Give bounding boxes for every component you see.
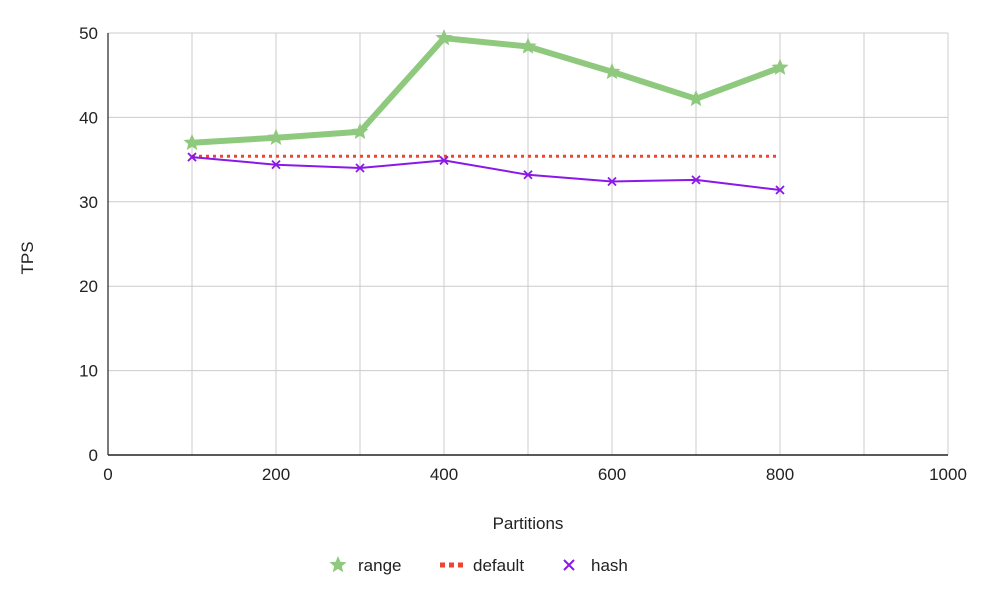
range-point — [771, 58, 789, 75]
legend-label-hash: hash — [591, 556, 628, 575]
legend-label-default: default — [473, 556, 524, 575]
series-line-range — [189, 35, 783, 146]
y-tick-label: 40 — [79, 108, 98, 127]
range-point — [351, 122, 369, 140]
y-tick-label: 30 — [79, 193, 98, 212]
hash-point — [271, 160, 281, 170]
range-point — [603, 62, 621, 80]
range-point — [435, 29, 453, 46]
series-markers — [183, 29, 789, 195]
range-point — [519, 37, 537, 54]
hash-point — [607, 176, 617, 187]
y-tick-label: 10 — [79, 362, 98, 381]
range-point — [687, 89, 705, 107]
gridlines — [108, 32, 949, 455]
x-tick-label: 800 — [766, 465, 794, 484]
hash-point — [691, 175, 701, 185]
x-tick-label: 0 — [103, 465, 112, 484]
hash-point — [523, 170, 533, 180]
series-lines — [189, 35, 783, 191]
y-tick-label: 20 — [79, 277, 98, 296]
legend-star-icon — [329, 556, 347, 573]
hash-point — [775, 185, 785, 195]
x-tick-label: 600 — [598, 465, 626, 484]
hash-point — [187, 152, 197, 162]
x-tick-label: 200 — [262, 465, 290, 484]
range-point — [267, 128, 285, 145]
x-tick-label: 400 — [430, 465, 458, 484]
series-line-hash — [191, 156, 781, 191]
y-tick-label: 50 — [79, 24, 98, 43]
legend-label-range: range — [358, 556, 401, 575]
legend-x-icon — [563, 559, 575, 571]
x-axis-title: Partitions — [493, 514, 564, 533]
x-tick-labels: 0 200 400 600 800 1000 — [103, 465, 967, 484]
y-tick-labels: 0 10 20 30 40 50 — [79, 24, 98, 465]
y-axis-title: TPS — [18, 241, 37, 274]
x-tick-label: 1000 — [929, 465, 967, 484]
hash-point — [439, 155, 449, 166]
axes — [107, 33, 948, 456]
range-point — [183, 133, 201, 150]
y-tick-label: 0 — [89, 446, 98, 465]
hash-point — [355, 163, 365, 173]
legend: range default hash — [329, 556, 628, 575]
